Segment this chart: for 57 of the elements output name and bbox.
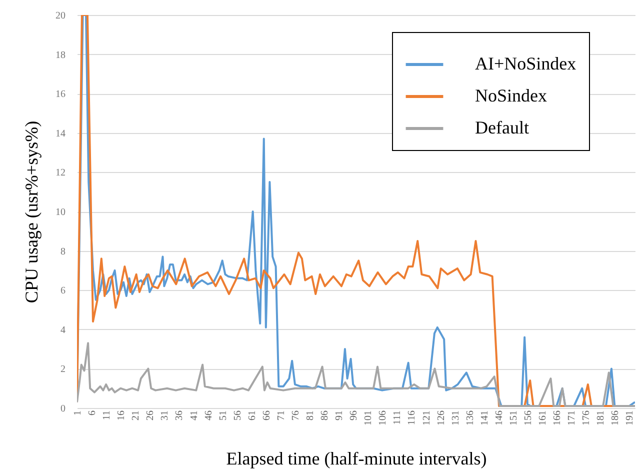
legend-label: NoSindex — [475, 86, 547, 106]
x-tick-label: 81 — [305, 410, 316, 420]
x-tick-label: 41 — [188, 410, 200, 420]
x-tick-label: 121 — [421, 410, 432, 426]
x-tick-label: 171 — [566, 410, 578, 426]
y-tick-label: 16 — [56, 89, 66, 100]
x-tick-label: 31 — [160, 410, 171, 420]
x-tick-label: 116 — [406, 410, 418, 426]
y-tick-label: 8 — [60, 246, 66, 258]
x-tick-label: 46 — [203, 410, 214, 420]
y-tick-label: 2 — [60, 364, 66, 376]
x-tick-label: 26 — [145, 410, 156, 420]
y-tick-label: 20 — [56, 10, 66, 22]
x-tick-label: 56 — [232, 410, 244, 420]
x-tick-label: 146 — [494, 410, 505, 426]
line-series — [77, 342, 635, 408]
y-tick-label: 6 — [60, 286, 66, 297]
x-tick-label: 181 — [596, 410, 607, 426]
x-tick-label: 51 — [218, 410, 229, 420]
y-tick-label: 4 — [60, 324, 66, 336]
x-tick-label: 91 — [334, 410, 346, 420]
x-tick-label: 156 — [522, 410, 534, 426]
legend-label: Default — [475, 118, 529, 138]
x-tick-label: 111 — [392, 410, 404, 425]
x-tick-label: 176 — [581, 410, 592, 426]
x-tick-label: 76 — [290, 410, 302, 420]
x-tick-label: 126 — [436, 410, 447, 426]
legend-label: AI+NoSindex — [475, 54, 576, 74]
y-tick-label: 0 — [60, 404, 66, 414]
x-tick-label: 71 — [276, 410, 287, 420]
x-tick-label: 151 — [508, 410, 520, 426]
x-tick-label: 141 — [479, 410, 490, 426]
y-tick-label: 14 — [56, 128, 66, 140]
x-tick-label: 136 — [464, 410, 476, 426]
x-tick-label: 86 — [320, 410, 331, 420]
x-axis-title: Elapsed time (half-minute intervals) — [226, 448, 487, 468]
y-tick-label: 12 — [56, 168, 66, 179]
x-tick-label: 61 — [246, 410, 258, 420]
x-tick-label: 1 — [72, 410, 84, 416]
x-tick-label: 161 — [538, 410, 548, 426]
x-tick-label: 131 — [450, 410, 462, 426]
x-tick-label: 21 — [130, 410, 142, 420]
line-series — [77, 15, 635, 408]
x-tick-label: 191 — [624, 410, 636, 426]
x-tick-label: 66 — [261, 410, 272, 420]
x-tick-label: 166 — [552, 410, 564, 426]
y-tick-label: 10 — [56, 207, 66, 218]
x-tick-label: 6 — [87, 410, 98, 416]
x-tick-label: 96 — [348, 410, 360, 420]
x-tick-label: 16 — [116, 410, 128, 420]
x-tick-label: 101 — [363, 410, 374, 426]
x-tick-label: 186 — [610, 410, 622, 426]
x-tick-label: 106 — [378, 410, 389, 426]
y-axis-title: CPU usage (usr%+sys%) — [22, 120, 42, 304]
y-tick-label: 18 — [56, 50, 66, 61]
x-tick-label: 36 — [174, 410, 186, 420]
x-tick-label: 11 — [102, 410, 113, 420]
